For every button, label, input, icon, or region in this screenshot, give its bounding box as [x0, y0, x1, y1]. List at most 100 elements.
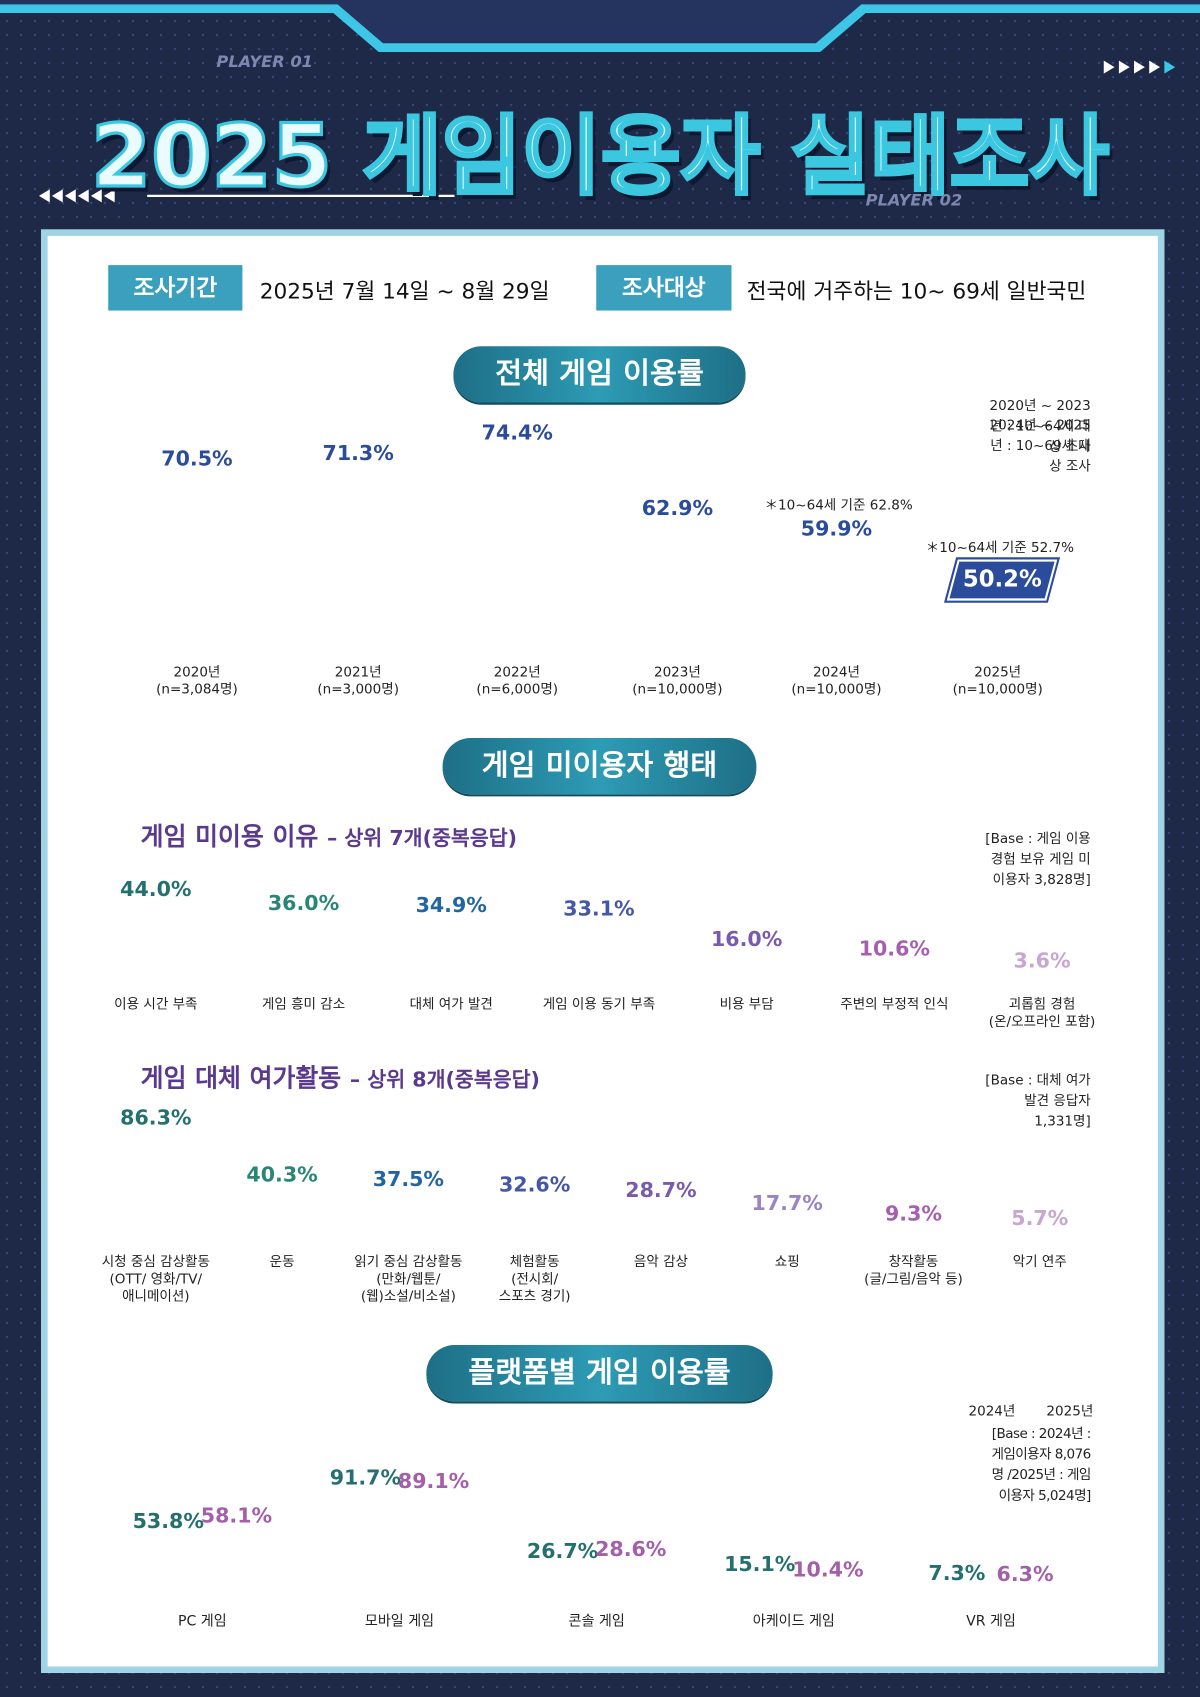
chart-subtitle: – 상위 7개(중복응답) — [326, 826, 518, 851]
x-tick-label: 쇼핑 — [774, 1253, 800, 1270]
survey-value: 2025년 7월 14일 ~ 8월 29일 — [259, 278, 550, 305]
top-band-inner — [0, 0, 1200, 44]
sample-size: (n=6,000명) — [476, 680, 559, 697]
arrow-icon — [38, 189, 50, 203]
x-tick-label: 악기 연주 — [1012, 1253, 1067, 1270]
value-label: 10.6% — [858, 936, 931, 961]
x-tick-label: 콘솔 게임 — [568, 1613, 625, 1630]
sample-size: (n=3,000명) — [317, 680, 399, 697]
value-label: 89.1% — [397, 1469, 470, 1493]
value-label: 70.5% — [161, 446, 233, 471]
value-label: 33.1% — [563, 896, 635, 921]
player-tag: PLAYER 02 — [865, 190, 963, 210]
x-tick-label: 시청 중심 감상활동 (OTT/ 영화/TV/ 애니메이션) — [101, 1253, 210, 1304]
x-tick-label: 2020년 — [173, 663, 221, 680]
x-tick-label: 읽기 중심 감상활동 (만화/웹툰/ (웹)소설/비소설) — [354, 1253, 463, 1304]
x-tick-label: 게임 흥미 감소 — [261, 995, 346, 1012]
x-tick-label: 2021년 — [334, 663, 382, 680]
survey-label: 조사기간 — [108, 265, 243, 311]
x-tick-label: 운동 — [269, 1253, 295, 1270]
value-label: 62.9% — [641, 497, 714, 521]
x-tick-label: 2023년 — [653, 663, 701, 680]
x-tick-label: 2025년 — [974, 663, 1022, 680]
value-label: 26.7% — [526, 1539, 599, 1564]
arrow-icon — [1149, 60, 1161, 74]
arrow-icon — [103, 189, 115, 203]
arrow-icon — [90, 189, 102, 203]
survey-label: 조사대상 — [596, 265, 732, 311]
section-title: 전체 게임 이용률 — [453, 346, 746, 403]
value-label: 17.7% — [751, 1191, 823, 1216]
value-label: 71.3% — [322, 441, 394, 466]
value-label: 53.8% — [132, 1509, 204, 1533]
content-panel — [41, 229, 1165, 1673]
x-tick-label: 모바일 게임 — [364, 1613, 435, 1630]
x-tick-label: 음악 감상 — [633, 1253, 688, 1270]
note: 2020년 ~ 2023년 : 10~64세 대상 조사 — [989, 397, 1091, 455]
main-title: 2025 게임이용자 실태조사 — [89, 104, 1110, 208]
value-label: 3.6% — [1013, 949, 1071, 973]
sample-size: (n=10,000명) — [952, 680, 1043, 697]
arrow-icon — [64, 189, 76, 203]
x-tick-label: 창작활동 (글/그림/음악 등) — [864, 1253, 963, 1287]
arrow-icon — [51, 189, 63, 203]
arrow-icon — [77, 189, 89, 203]
value-label: 36.0% — [267, 891, 340, 916]
base-note: [Base : 2024년 : 게임이용자 8,076명 /2025년 : 게임… — [991, 1425, 1091, 1504]
x-tick-label: 비용 부담 — [719, 995, 774, 1012]
x-tick-label: 이용 시간 부족 — [114, 995, 198, 1012]
value-label: 5.7% — [1011, 1206, 1069, 1231]
section-title: 플랫폼별 게임 이용률 — [426, 1345, 773, 1402]
value-label: 59.9% — [800, 516, 873, 541]
legend-label: 2025년 — [1046, 1402, 1094, 1419]
sample-size: (n=3,084명) — [156, 680, 238, 697]
note: 2024년 ~ 2025년 : 10~69세 대상 조사 — [989, 416, 1091, 474]
value-label: 91.7% — [329, 1466, 402, 1491]
base-note: [Base : 대체 여가 발견 응답자 1,331명] — [985, 1071, 1091, 1129]
value-label: 40.3% — [246, 1163, 318, 1188]
x-tick-label: 아케이드 게임 — [752, 1613, 835, 1630]
point-note: ＊10~64세 기준 52.7% — [925, 538, 1074, 556]
value-label: 34.9% — [415, 893, 487, 918]
value-label: 58.1% — [200, 1504, 273, 1529]
chart-heading: 게임 대체 여가활동 – 상위 8개(중복응답) — [141, 1057, 540, 1094]
arrow-icon — [1164, 60, 1176, 74]
chart-title: 게임 미이용 이유 — [140, 823, 319, 852]
x-tick-label: 대체 여가 발견 — [409, 995, 493, 1012]
value-label: 9.3% — [884, 1202, 943, 1227]
x-tick-label: PC 게임 — [178, 1613, 227, 1630]
chart-heading: 게임 미이용 이유 – 상위 7개(중복응답) — [141, 816, 517, 853]
x-tick-label: VR 게임 — [966, 1613, 1016, 1630]
point-note: ＊10~64세 기준 62.8% — [764, 496, 913, 513]
arrow-icon — [1103, 60, 1115, 74]
base-note: [Base : 게임 이용 경험 보유 게임 미이용자 3,828명] — [985, 829, 1091, 888]
sample-size: (n=10,000명) — [632, 680, 723, 697]
x-tick-label: 2024년 — [813, 663, 860, 680]
x-tick-label: 게임 이용 동기 부족 — [542, 995, 656, 1012]
value-label: 15.1% — [724, 1553, 796, 1577]
value-label: 16.0% — [710, 927, 783, 951]
x-tick-label: 체험활동 (전시회/ 스포츠 경기) — [498, 1253, 571, 1304]
value-label: 6.3% — [996, 1562, 1054, 1587]
x-tick-label: 괴롭힘 경험 (온/오프라인 포함) — [988, 995, 1096, 1030]
highlight-badge: 50.2% — [946, 559, 1058, 601]
value-label: 50.2% — [962, 565, 1042, 592]
arrow-icon — [1134, 60, 1145, 74]
value-label: 86.3% — [120, 1105, 192, 1130]
chart-subtitle: – 상위 8개(중복응답) — [349, 1068, 540, 1092]
value-label: 37.5% — [372, 1167, 445, 1191]
sample-size: (n=10,000명) — [791, 680, 882, 697]
value-label: 7.3% — [928, 1561, 986, 1586]
arrow-icon — [1118, 60, 1130, 74]
value-label: 44.0% — [120, 877, 192, 902]
value-label: 32.6% — [498, 1173, 571, 1198]
value-label: 28.6% — [595, 1537, 667, 1562]
player-tag: PLAYER 01 — [216, 51, 313, 72]
value-label: 74.4% — [481, 420, 553, 445]
x-tick-label: 주변의 부정적 인식 — [840, 995, 949, 1012]
legend-label: 2024년 — [968, 1402, 1016, 1419]
value-label: 28.7% — [625, 1178, 697, 1202]
value-label: 10.4% — [792, 1558, 864, 1583]
